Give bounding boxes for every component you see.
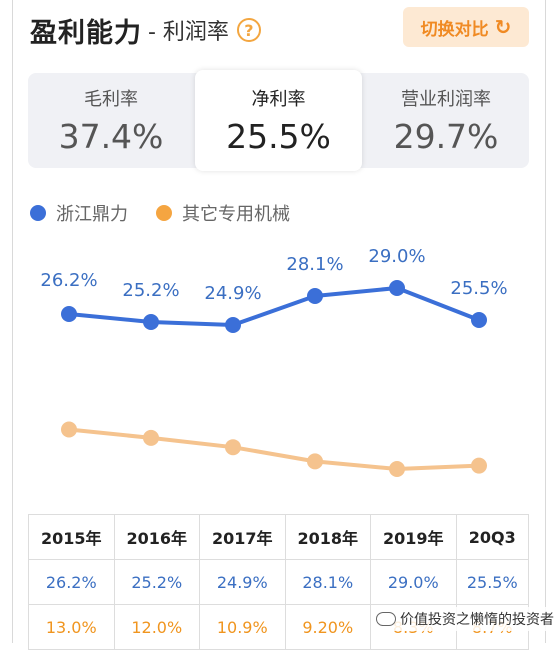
page-title: 盈利能力	[30, 17, 142, 49]
switch-compare-button[interactable]: 切换对比 ↻	[403, 7, 529, 47]
card-frame	[12, 0, 546, 643]
data-label-dingli: 28.1%	[286, 254, 343, 275]
tab-label: 净利率	[251, 89, 306, 110]
value-cell: 25.5%	[455, 559, 529, 605]
value-cell: 24.9%	[199, 559, 286, 605]
data-label-dingli: 29.0%	[368, 246, 425, 267]
legend-label: 其它专用机械	[182, 204, 290, 225]
watermark-text: 价值投资之懒惰的投资者	[400, 612, 554, 628]
tab-value: 29.7%	[393, 117, 499, 156]
refresh-icon: ↻	[494, 15, 512, 39]
legend-dot-orange	[156, 205, 172, 221]
year-cell: 2017年	[199, 514, 286, 560]
series-line-dingli	[68, 286, 480, 327]
data-point-other-machinery	[225, 439, 241, 456]
value-cell: 26.2%	[28, 559, 115, 605]
tab-value: 25.5%	[226, 117, 331, 156]
tab-value: 37.4%	[58, 117, 164, 156]
data-label-dingli: 25.5%	[450, 278, 507, 299]
legend-item-dingli[interactable]: 浙江鼎力	[30, 200, 128, 226]
year-cell: 2016年	[113, 514, 200, 560]
page-subtitle: - 利润率	[148, 20, 229, 45]
value-cell: 29.0%	[370, 559, 457, 605]
legend-dot-blue	[30, 205, 46, 221]
year-cell: 2018年	[284, 514, 371, 560]
data-point-other-machinery	[61, 421, 77, 438]
value-cell: 28.1%	[284, 559, 371, 605]
value-cell: 9.20%	[284, 604, 371, 650]
chart-legend: 浙江鼎力 其它专用机械	[30, 200, 318, 226]
help-icon[interactable]: ?	[236, 18, 261, 42]
data-point-dingli	[61, 306, 77, 322]
data-point-other-machinery	[471, 457, 487, 474]
data-label-dingli: 24.9%	[204, 283, 261, 304]
data-point-other-machinery	[389, 461, 405, 477]
table-row-years: 2015年 2016年 2017年 2018年 2019年 20Q3	[28, 514, 529, 560]
watermark: 价值投资之懒惰的投资者	[372, 607, 558, 631]
data-table: 2015年 2016年 2017年 2018年 2019年 20Q3 26.2% 25.2%…	[28, 514, 529, 650]
tab-label: 毛利率	[84, 89, 138, 110]
switch-compare-label: 切换对比	[420, 19, 489, 40]
data-point-dingli	[225, 317, 241, 333]
wechat-icon	[376, 612, 396, 626]
year-cell: 20Q3	[455, 514, 529, 560]
data-point-dingli	[143, 314, 159, 330]
year-cell: 2019年	[370, 514, 457, 560]
series-line-other-machinery	[68, 427, 480, 471]
data-point-other-machinery	[143, 429, 159, 446]
tab-operating-margin[interactable]: 营业利润率 29.7%	[363, 73, 529, 168]
value-cell: 25.2%	[113, 559, 200, 605]
data-point-other-machinery	[307, 453, 323, 470]
data-point-dingli	[307, 288, 323, 304]
data-point-dingli	[389, 280, 405, 296]
data-label-dingli: 26.2%	[40, 270, 97, 291]
year-cell: 2015年	[28, 514, 115, 560]
legend-label: 浙江鼎力	[56, 204, 128, 225]
table-row-dingli: 26.2% 25.2% 24.9% 28.1% 29.0% 25.5%	[28, 559, 529, 605]
value-cell: 10.9%	[199, 604, 286, 650]
metric-tabs: 毛利率 37.4% 净利率 25.5% 营业利润率 29.7%	[28, 70, 529, 171]
tab-label: 营业利润率	[401, 89, 491, 110]
value-cell: 12.0%	[113, 604, 200, 650]
header: 盈利能力 - 利润率 ?	[30, 10, 261, 50]
tab-gross-margin[interactable]: 毛利率 37.4%	[28, 73, 194, 168]
tab-net-margin[interactable]: 净利率 25.5%	[195, 70, 362, 171]
net-margin-line-chart: 26.2% 25.2% 24.9% 28.1% 29.0% 25.5%	[40, 246, 508, 477]
data-point-dingli	[471, 312, 487, 328]
data-label-dingli: 25.2%	[122, 280, 179, 301]
legend-item-other-machinery[interactable]: 其它专用机械	[156, 200, 290, 226]
